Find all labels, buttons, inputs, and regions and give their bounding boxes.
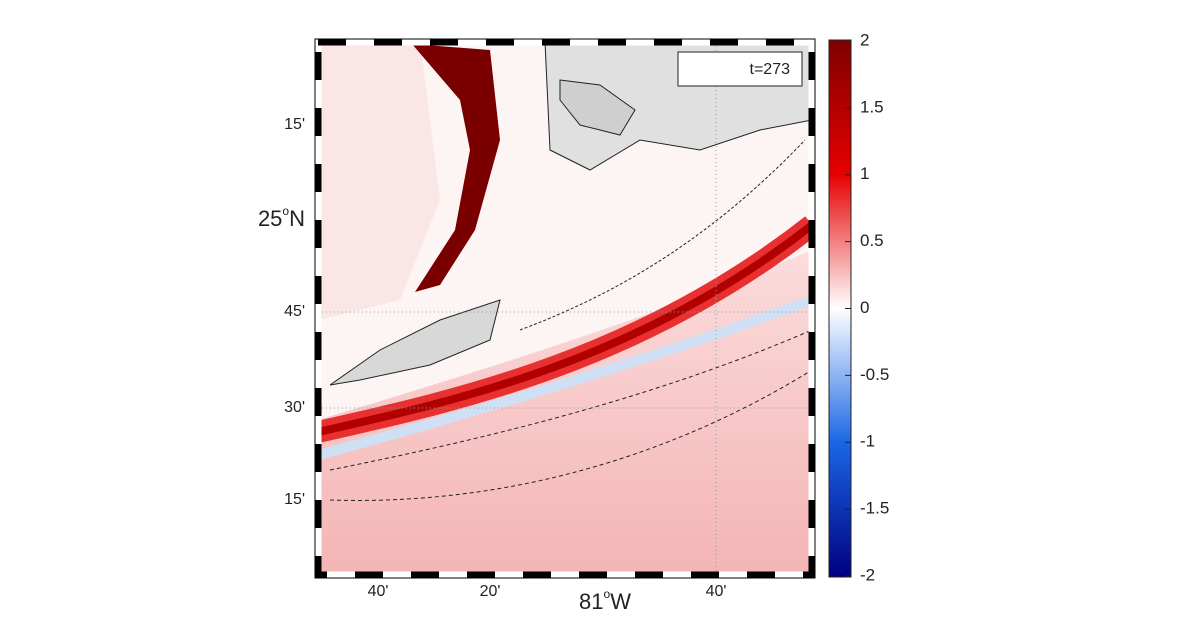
dark-strip (412, 44, 500, 292)
colorbar-tick-label: -0.5 (860, 365, 889, 384)
label-text: 81 (579, 589, 603, 614)
label-text: 20' (480, 583, 501, 600)
label-text: 25 (258, 206, 282, 231)
colorbar-tick-label: -2 (860, 565, 875, 584)
contour (329, 369, 812, 501)
label-text: 40' (706, 583, 727, 600)
label-sup: o (604, 587, 611, 601)
label-text: 15' (284, 491, 305, 508)
label-sup: o (282, 204, 289, 218)
axis-label: 25oN (258, 204, 305, 231)
axis-label: 40' (368, 583, 389, 600)
axis-label: 81oW (579, 587, 631, 614)
label-text: 15' (284, 116, 305, 133)
frame-outline (314, 38, 816, 579)
axis-label: 30' (284, 399, 305, 416)
annotation-box (677, 51, 803, 87)
warm-core (318, 221, 812, 436)
shelf-west (318, 42, 440, 320)
label-text: 30' (284, 399, 305, 416)
sea-south (318, 250, 812, 575)
label-text: 45' (284, 303, 305, 320)
colorbar-tick-label: 1.5 (860, 97, 884, 116)
label-text: 40' (368, 583, 389, 600)
contour (329, 329, 812, 471)
map-area (318, 42, 812, 575)
colorbar-tick-label: 0 (860, 298, 869, 317)
colorbar-tick-label: 1 (860, 164, 869, 183)
label-suffix: N (289, 206, 305, 231)
frame (314, 38, 816, 579)
axis-label: 20' (480, 583, 501, 600)
axis-label: 15' (284, 116, 305, 133)
colorbar-tick-label: 2 (860, 30, 869, 49)
colorbar-tick-label: -1.5 (860, 499, 889, 518)
axis-label: 40' (706, 583, 727, 600)
label-suffix: W (610, 589, 631, 614)
keys-islands (329, 299, 501, 386)
land-island (559, 79, 636, 136)
contour (519, 139, 806, 331)
cool-band (318, 295, 812, 460)
axis-label: 45' (284, 303, 305, 320)
axis-label: 15' (284, 491, 305, 508)
annotation: t=273 (750, 61, 791, 78)
colorbar-tick-label: 0.5 (860, 231, 884, 250)
colorbar-tick-label: -1 (860, 432, 875, 451)
